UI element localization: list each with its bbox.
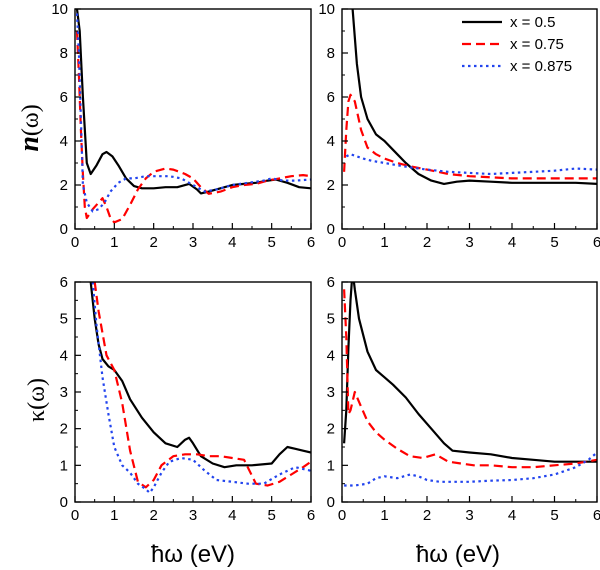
y-tick-label: 2	[60, 421, 68, 438]
y-axis-title-kappa: κ(ω)	[24, 378, 50, 422]
y-tick-label: 5	[327, 311, 335, 328]
x-tick-label: 4	[228, 507, 236, 524]
x-tick-label: 5	[550, 234, 558, 251]
y-tick-label: 10	[318, 1, 335, 18]
x-tick-label: 6	[307, 234, 315, 251]
x-tick-label: 1	[380, 234, 388, 251]
x-tick-label: 5	[550, 507, 558, 524]
series-group	[89, 282, 311, 494]
series-line-x0-5	[351, 9, 597, 185]
x-tick-label: 2	[149, 507, 157, 524]
x-tick-label: 4	[228, 234, 236, 251]
x-tick-label: 0	[338, 507, 346, 524]
series-line-x0-875	[75, 13, 311, 213]
x-tick-label: 6	[307, 507, 315, 524]
x-tick-label: 3	[465, 234, 473, 251]
legend-label: x = 0.5	[510, 14, 555, 31]
y-tick-label: 3	[60, 384, 68, 401]
y-tick-label: 8	[60, 45, 68, 62]
series-line-x0-75	[93, 282, 311, 489]
series-line-x0-875	[344, 451, 597, 487]
y-tick-label: 4	[60, 347, 68, 364]
series-line-x0-875	[91, 282, 311, 494]
y-tick-label: 6	[60, 89, 68, 106]
x-tick-label: 2	[423, 507, 431, 524]
x-tick-label: 0	[338, 234, 346, 251]
y-axis-title-n: n(ω)	[14, 104, 45, 151]
x-tick-label: 3	[189, 234, 197, 251]
legend-label: x = 0.75	[510, 36, 564, 53]
panel-top-left: 0 1 2 3 4 5 6 0 2 4 6 8 10	[51, 1, 315, 251]
x-axis-title-right: ħω (eV)	[416, 541, 500, 568]
panel-top-right: 0 1 2 3 4 5 6 0 2 4 6 8 10	[318, 1, 600, 251]
series-line-x0-5	[343, 282, 597, 463]
y-axis-title-n-symbol: n	[14, 136, 45, 152]
y-tick-label: 4	[60, 133, 68, 150]
y-axis-title-n-rest: (ω)	[18, 104, 44, 136]
x-tick-label: 5	[267, 234, 275, 251]
y-tick-label: 6	[60, 274, 68, 291]
x-tick-label: 1	[110, 507, 118, 524]
y-tick-label: 1	[60, 457, 68, 474]
y-tick-label: 8	[327, 45, 335, 62]
x-tick-label: 5	[267, 507, 275, 524]
x-tick-label: 1	[110, 234, 118, 251]
legend-label: x = 0.875	[510, 58, 572, 75]
y-tick-label: 4	[327, 133, 335, 150]
x-tick-label: 6	[593, 234, 600, 251]
y-tick-label: 2	[327, 177, 335, 194]
y-tick-label: 2	[327, 421, 335, 438]
series-line-x0-5	[75, 9, 311, 195]
x-tick-label: 6	[593, 507, 600, 524]
plot-frame	[74, 281, 312, 503]
legend: x = 0.5 x = 0.75 x = 0.875	[462, 14, 572, 75]
x-tick-label: 4	[508, 234, 516, 251]
y-tick-label: 6	[327, 274, 335, 291]
series-line-x0-75	[75, 30, 311, 224]
x-tick-label: 0	[71, 234, 79, 251]
series-group	[343, 9, 597, 185]
y-tick-label: 0	[327, 221, 335, 238]
x-tick-label: 0	[71, 507, 79, 524]
x-tick-label: 3	[189, 507, 197, 524]
series-line-x0-75	[343, 289, 597, 469]
y-tick-label: 2	[60, 177, 68, 194]
plot-frame	[341, 281, 598, 503]
series-line-x0-75	[343, 93, 597, 180]
y-tick-label: 0	[60, 221, 68, 238]
y-tick-label: 0	[327, 494, 335, 511]
x-tick-label: 4	[508, 507, 516, 524]
plot-frame	[74, 8, 312, 230]
series-line-x0-5	[89, 282, 311, 469]
x-tick-label: 2	[423, 234, 431, 251]
x-tick-label: 3	[465, 507, 473, 524]
y-tick-label: 10	[51, 1, 68, 18]
y-tick-label: 4	[327, 347, 335, 364]
panel-bottom-left: 0 1 2 3 4 5 6 0 1 2 3 4 5 6	[60, 274, 316, 524]
y-tick-label: 3	[327, 384, 335, 401]
panel-bottom-right: 0 1 2 3 4 5 6 0 1 2 3 4 5 6	[327, 274, 600, 524]
x-axis-title-left: ħω (eV)	[151, 541, 235, 568]
y-tick-label: 5	[60, 311, 68, 328]
x-tick-label: 2	[149, 234, 157, 251]
y-tick-label: 6	[327, 89, 335, 106]
y-tick-label: 0	[60, 494, 68, 511]
series-group	[75, 9, 311, 224]
series-group	[343, 282, 597, 487]
x-tick-label: 1	[380, 507, 388, 524]
series-line-x0-875	[345, 153, 597, 176]
y-tick-label: 1	[327, 457, 335, 474]
